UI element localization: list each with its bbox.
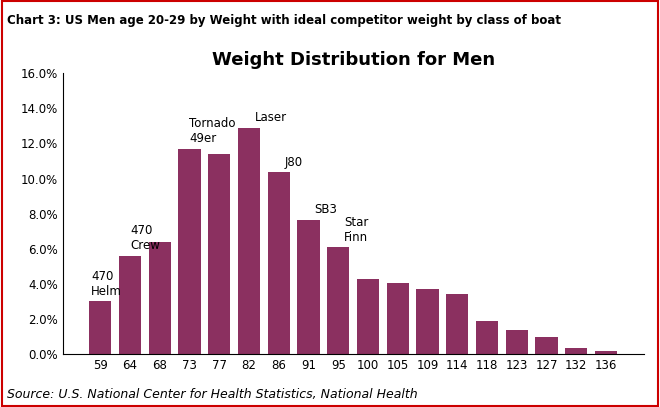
Text: Chart 3: US Men age 20-29 by Weight with ideal competitor weight by class of boa: Chart 3: US Men age 20-29 by Weight with… <box>7 14 560 27</box>
Bar <box>238 128 260 354</box>
Text: Tornado
49er: Tornado 49er <box>189 117 236 145</box>
Text: SB3: SB3 <box>314 204 337 216</box>
Bar <box>446 294 469 354</box>
Bar <box>387 283 409 354</box>
Bar <box>565 348 587 354</box>
Bar <box>416 289 439 354</box>
Text: Laser: Laser <box>255 111 287 124</box>
Bar <box>476 321 498 354</box>
Bar <box>119 256 141 354</box>
Bar <box>357 279 379 354</box>
Bar <box>327 247 349 354</box>
Bar <box>89 302 112 354</box>
Text: 470
Helm: 470 Helm <box>91 270 122 298</box>
Bar <box>506 330 528 354</box>
Bar <box>595 352 617 354</box>
Bar <box>178 149 201 354</box>
Text: Star
Finn: Star Finn <box>344 216 368 243</box>
Bar <box>208 154 230 354</box>
Text: Source: U.S. National Center for Health Statistics, National Health: Source: U.S. National Center for Health … <box>7 388 417 401</box>
Bar <box>267 173 290 354</box>
Bar <box>535 337 558 354</box>
Title: Weight Distribution for Men: Weight Distribution for Men <box>212 51 494 69</box>
Bar <box>297 220 319 354</box>
Text: 470
Crew: 470 Crew <box>130 224 160 252</box>
Bar <box>148 242 171 354</box>
Text: J80: J80 <box>284 156 303 169</box>
